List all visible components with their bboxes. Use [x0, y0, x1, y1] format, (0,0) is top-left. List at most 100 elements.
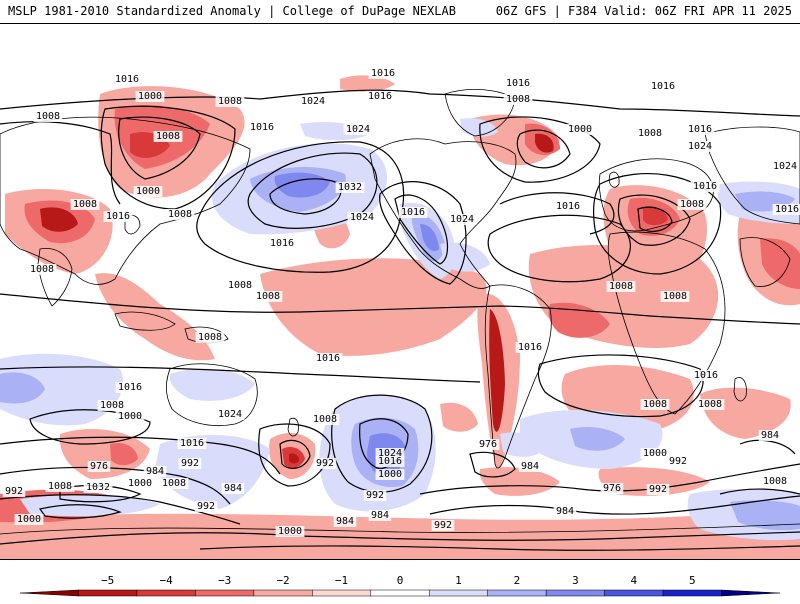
model-valid-time: 06Z GFS | F384 Valid: 06Z FRI APR 11 202… — [495, 4, 792, 18]
isobar-value: 1008 — [763, 476, 787, 487]
isobar-label-l23: 1016 — [267, 238, 297, 249]
isobar-value: 1016 — [651, 81, 675, 92]
mslp-anomaly-map: 1016 1016 1016 1016 1000 1008 1008 1016 1024 1016… — [0, 23, 800, 560]
coast-africa — [607, 231, 726, 415]
isobar-label-l47: 1024 — [375, 448, 405, 459]
colorbar-segment — [428, 589, 488, 597]
isobar-value: 992 — [197, 501, 215, 512]
isobar-value: 992 — [649, 484, 667, 495]
isobar-label-l13: 1000 — [133, 186, 163, 197]
isobar-value: 976 — [479, 439, 497, 450]
coast-asia-east — [704, 126, 800, 225]
anomaly-greenland — [460, 118, 498, 137]
isobar-label-l75: 992 — [666, 456, 690, 467]
isobar-1016-north — [0, 89, 800, 117]
isobar-label-l74: 984 — [553, 506, 577, 517]
isobar-value: 1008 — [638, 128, 662, 139]
isobar-label-l42: 1024 — [215, 409, 245, 420]
isobar-1008-north — [0, 121, 121, 205]
isobar-1000-se — [419, 463, 800, 495]
isobar-label-l49: 992 — [313, 458, 337, 469]
colorbar-tick-label: 5 — [689, 574, 696, 587]
isobar-value: 984 — [224, 483, 242, 494]
isobar-value: 1016 — [115, 74, 139, 85]
colorbar-tick-label: −4 — [160, 574, 174, 587]
isobar-label-l44: 1000 — [115, 411, 145, 422]
isobar-value: 984 — [521, 461, 539, 472]
isobar-value: 1008 — [100, 400, 124, 411]
isobar-label-l67: 984 — [518, 461, 542, 472]
isobar-984-drake — [469, 451, 516, 478]
isobar-label-l40: 1016 — [115, 382, 145, 393]
isobar-label-l21: 1032 — [335, 182, 365, 193]
isobar-value: 1016 — [118, 382, 142, 393]
isobar-label-l39: 1016 — [515, 342, 545, 353]
isobar-1008-canada — [479, 116, 601, 183]
isobar-value: 1016 — [180, 438, 204, 449]
isobar-value: 1024 — [773, 161, 797, 172]
isobar-value: 984 — [146, 466, 164, 477]
isobar-value: 1016 — [401, 207, 425, 218]
anomaly-antarctic-east-core — [730, 500, 800, 531]
anomaly-australia-s — [169, 368, 255, 401]
isobar-value: 1016 — [250, 122, 274, 133]
isobar-value: 984 — [371, 510, 389, 521]
isobar-value: 1008 — [506, 94, 530, 105]
isobar-label-l38: 1016 — [313, 353, 343, 364]
coast-south-america — [484, 284, 552, 469]
isobar-value: 984 — [556, 506, 574, 517]
isobar-label-l66: 976 — [476, 439, 500, 450]
colorbar-tick-label: 0 — [397, 574, 404, 587]
colorbar-segment — [253, 589, 313, 597]
isobar-label-l16: 1024 — [685, 141, 715, 152]
anomaly-s-tasman — [59, 429, 150, 479]
isobar-value: 1008 — [643, 399, 667, 410]
isobar-label-l58: 992 — [2, 486, 26, 497]
isobar-value: 1024 — [350, 212, 374, 223]
isobar-label-l72: 1008 — [695, 399, 725, 410]
colorbar-tick-label: 2 — [514, 574, 521, 587]
isobar-label-l71: 1008 — [640, 399, 670, 410]
isobar-value: 1016 — [270, 238, 294, 249]
coast-madagascar — [733, 377, 747, 402]
isobar-label-l51: 976 — [87, 461, 111, 472]
isobar-label-l33: 1008 — [225, 280, 255, 291]
isobar-label-l56: 984 — [221, 483, 245, 494]
isobar-label-l62: 984 — [333, 516, 357, 527]
isobar-label-l18: 1008 — [635, 128, 665, 139]
isobar-label-l65: 992 — [431, 520, 455, 531]
isobar-label-l9: 1024 — [298, 96, 328, 107]
colorbar-segment — [312, 589, 372, 597]
isobar-value: 1000 — [17, 514, 41, 525]
isobar-value: 1008 — [218, 96, 242, 107]
isobar-1032-antarctic — [38, 504, 122, 519]
colorbar-segment — [19, 589, 79, 597]
isobar-value: 1016 — [694, 370, 718, 381]
isobar-label-l8: 1016 — [247, 122, 277, 133]
anomaly-europe-core2 — [643, 206, 668, 226]
anomaly-n-america-core2 — [420, 224, 439, 252]
isobar-value: 1008 — [609, 281, 633, 292]
anomaly-sw-indian — [0, 353, 124, 426]
isobar-label-l4: 1016 — [648, 81, 678, 92]
isobar-label-l69: 992 — [646, 484, 670, 495]
coast-india — [37, 247, 73, 307]
isobar-value: 1008 — [30, 264, 54, 275]
isobar-1008-tropics — [0, 293, 800, 325]
isobar-value: 1024 — [218, 409, 242, 420]
colorbar-segment — [195, 589, 255, 597]
anomaly-s-indian-high-core — [570, 427, 625, 451]
isobar-label-l52: 984 — [143, 466, 167, 477]
colorbar-tick-label: −5 — [101, 574, 114, 587]
isobar-label-l76: 1000 — [275, 526, 305, 537]
anomaly-andes-core — [489, 309, 505, 432]
anomaly-se-pacific — [440, 402, 478, 432]
isobar-value: 1000 — [118, 411, 142, 422]
isobar-value: 1000 — [136, 186, 160, 197]
isobar-label-l22: 1024 — [347, 212, 377, 223]
isobar-984-east — [739, 439, 796, 455]
colorbar-segment — [370, 589, 430, 597]
anomaly-antarctic-strip — [0, 509, 800, 559]
anomaly-se-asia — [95, 273, 215, 361]
isobar-label-l57: 992 — [194, 501, 218, 512]
